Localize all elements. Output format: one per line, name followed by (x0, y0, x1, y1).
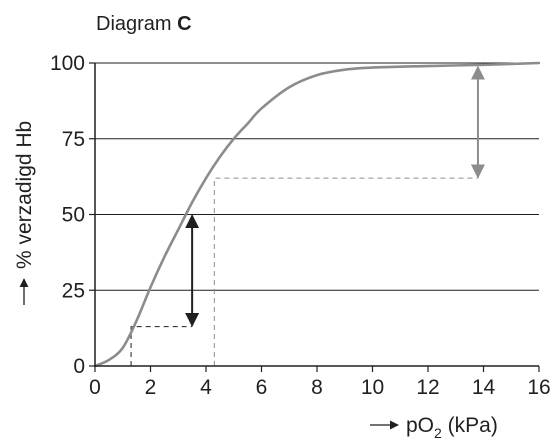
x-axis-label-sub: 2 (434, 425, 442, 441)
x-tick-label-4: 4 (200, 376, 212, 399)
annotations (130, 65, 485, 366)
y-tick-label-25: 25 (62, 279, 85, 302)
x-tick-label-14: 14 (472, 376, 496, 399)
y-tick-label-50: 50 (62, 204, 85, 227)
chart-title-bold: C (177, 13, 191, 35)
x-axis-label-main: pO (406, 414, 434, 437)
y-tick-label-0: 0 (73, 355, 85, 378)
x-tick-label-16: 16 (527, 376, 550, 399)
x-axis-label-unit: (kPa) (442, 414, 498, 437)
x-tick-label-12: 12 (416, 376, 439, 399)
dashed-guide-line-2 (213, 177, 478, 366)
chart-title-prefix: Diagram (96, 13, 177, 35)
series-group (93, 61, 541, 368)
x-tick-label-8: 8 (311, 376, 323, 399)
y-axis-label: % verzadigd Hb (13, 121, 36, 269)
x-axis-label-group: pO2 (kPa) (370, 414, 498, 441)
x-axis-ticks: 0 2 4 6 8 10 12 14 16 (89, 366, 551, 399)
y-axis-ticks: 0 25 50 75 100 (50, 52, 95, 378)
dashed-guide-line-0 (130, 326, 193, 366)
series-line-0 (93, 61, 541, 368)
chart-title: Diagram C (96, 13, 192, 35)
x-axis-label: pO2 (kPa) (406, 414, 498, 441)
y-tick-label-75: 75 (62, 128, 85, 151)
y-tick-label-100: 100 (50, 52, 85, 75)
y-axis-label-group: % verzadigd Hb (13, 121, 36, 305)
gridlines (95, 62, 539, 291)
x-tick-label-2: 2 (145, 376, 157, 399)
x-tick-label-0: 0 (89, 376, 101, 399)
x-tick-label-10: 10 (361, 376, 384, 399)
x-tick-label-6: 6 (256, 376, 268, 399)
